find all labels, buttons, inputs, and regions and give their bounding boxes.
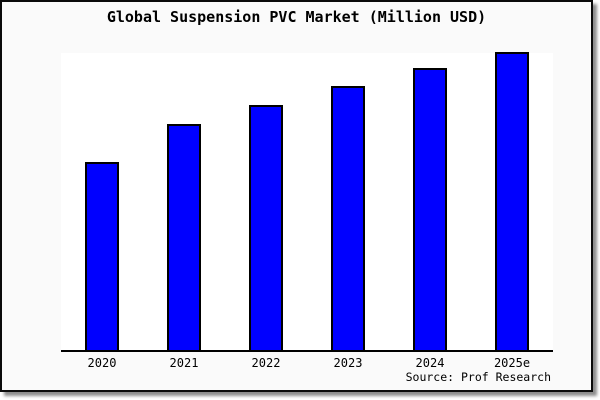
bar-2021 [167,124,201,350]
bar-2024 [413,68,447,350]
plot-area [61,52,553,352]
x-tick-label-2020: 2020 [87,356,117,370]
chart-title: Global Suspension PVC Market (Million US… [106,8,487,26]
bar-2023 [331,86,365,350]
x-tick-label-2025e: 2025e [493,356,531,370]
bar-2020 [85,162,119,350]
x-tick-label-2022: 2022 [251,356,281,370]
x-tick-label-2024: 2024 [415,356,445,370]
bar-2022 [249,105,283,350]
source-credit: Source: Prof Research [405,370,551,384]
chart-card: Global Suspension PVC Market (Million US… [0,0,593,392]
bar-2025e [495,52,529,350]
x-tick-label-2021: 2021 [169,356,199,370]
x-tick-label-2023: 2023 [333,356,363,370]
